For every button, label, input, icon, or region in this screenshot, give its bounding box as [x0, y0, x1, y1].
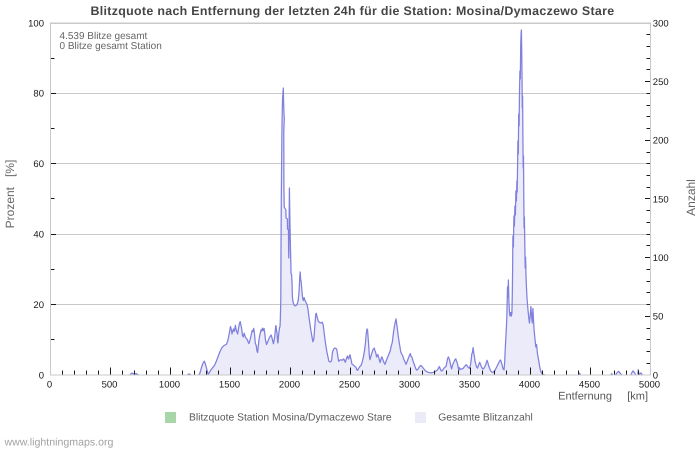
svg-text:100: 100 [28, 18, 44, 29]
svg-text:0: 0 [39, 370, 44, 381]
svg-text:3500: 3500 [459, 380, 480, 391]
svg-text:20: 20 [33, 300, 44, 311]
svg-text:www.lightningmaps.org: www.lightningmaps.org [4, 437, 114, 449]
svg-text:Prozent [%]: Prozent [%] [3, 160, 17, 229]
svg-text:100: 100 [653, 253, 669, 264]
svg-text:Entfernung [km]: Entfernung [km] [558, 391, 648, 403]
svg-text:4.539 Blitze gesamt: 4.539 Blitze gesamt [60, 31, 148, 42]
svg-text:5000: 5000 [639, 380, 660, 391]
svg-text:4000: 4000 [519, 380, 540, 391]
svg-text:0 Blitze gesamt Station: 0 Blitze gesamt Station [60, 41, 162, 52]
svg-text:50: 50 [653, 312, 664, 323]
svg-text:Gesamte Blitzanzahl: Gesamte Blitzanzahl [438, 413, 532, 424]
svg-text:1000: 1000 [159, 380, 180, 391]
svg-text:250: 250 [653, 77, 669, 88]
svg-text:200: 200 [653, 136, 669, 147]
svg-text:2000: 2000 [279, 380, 300, 391]
svg-text:500: 500 [102, 380, 118, 391]
svg-text:Blitzquote nach Entfernung der: Blitzquote nach Entfernung der letzten 2… [91, 4, 615, 18]
svg-text:80: 80 [33, 89, 44, 100]
svg-text:1500: 1500 [219, 380, 240, 391]
svg-text:2500: 2500 [339, 380, 360, 391]
svg-text:4500: 4500 [579, 380, 600, 391]
svg-text:150: 150 [653, 194, 669, 205]
svg-text:Blitzquote Station Mosina/Dyma: Blitzquote Station Mosina/Dymaczewo Star… [189, 413, 392, 424]
svg-text:300: 300 [653, 18, 669, 29]
svg-text:3000: 3000 [399, 380, 420, 391]
svg-text:60: 60 [33, 159, 44, 170]
svg-text:0: 0 [47, 380, 52, 391]
svg-text:0: 0 [653, 370, 658, 381]
svg-text:Anzahl: Anzahl [684, 179, 698, 216]
svg-text:40: 40 [33, 230, 44, 241]
